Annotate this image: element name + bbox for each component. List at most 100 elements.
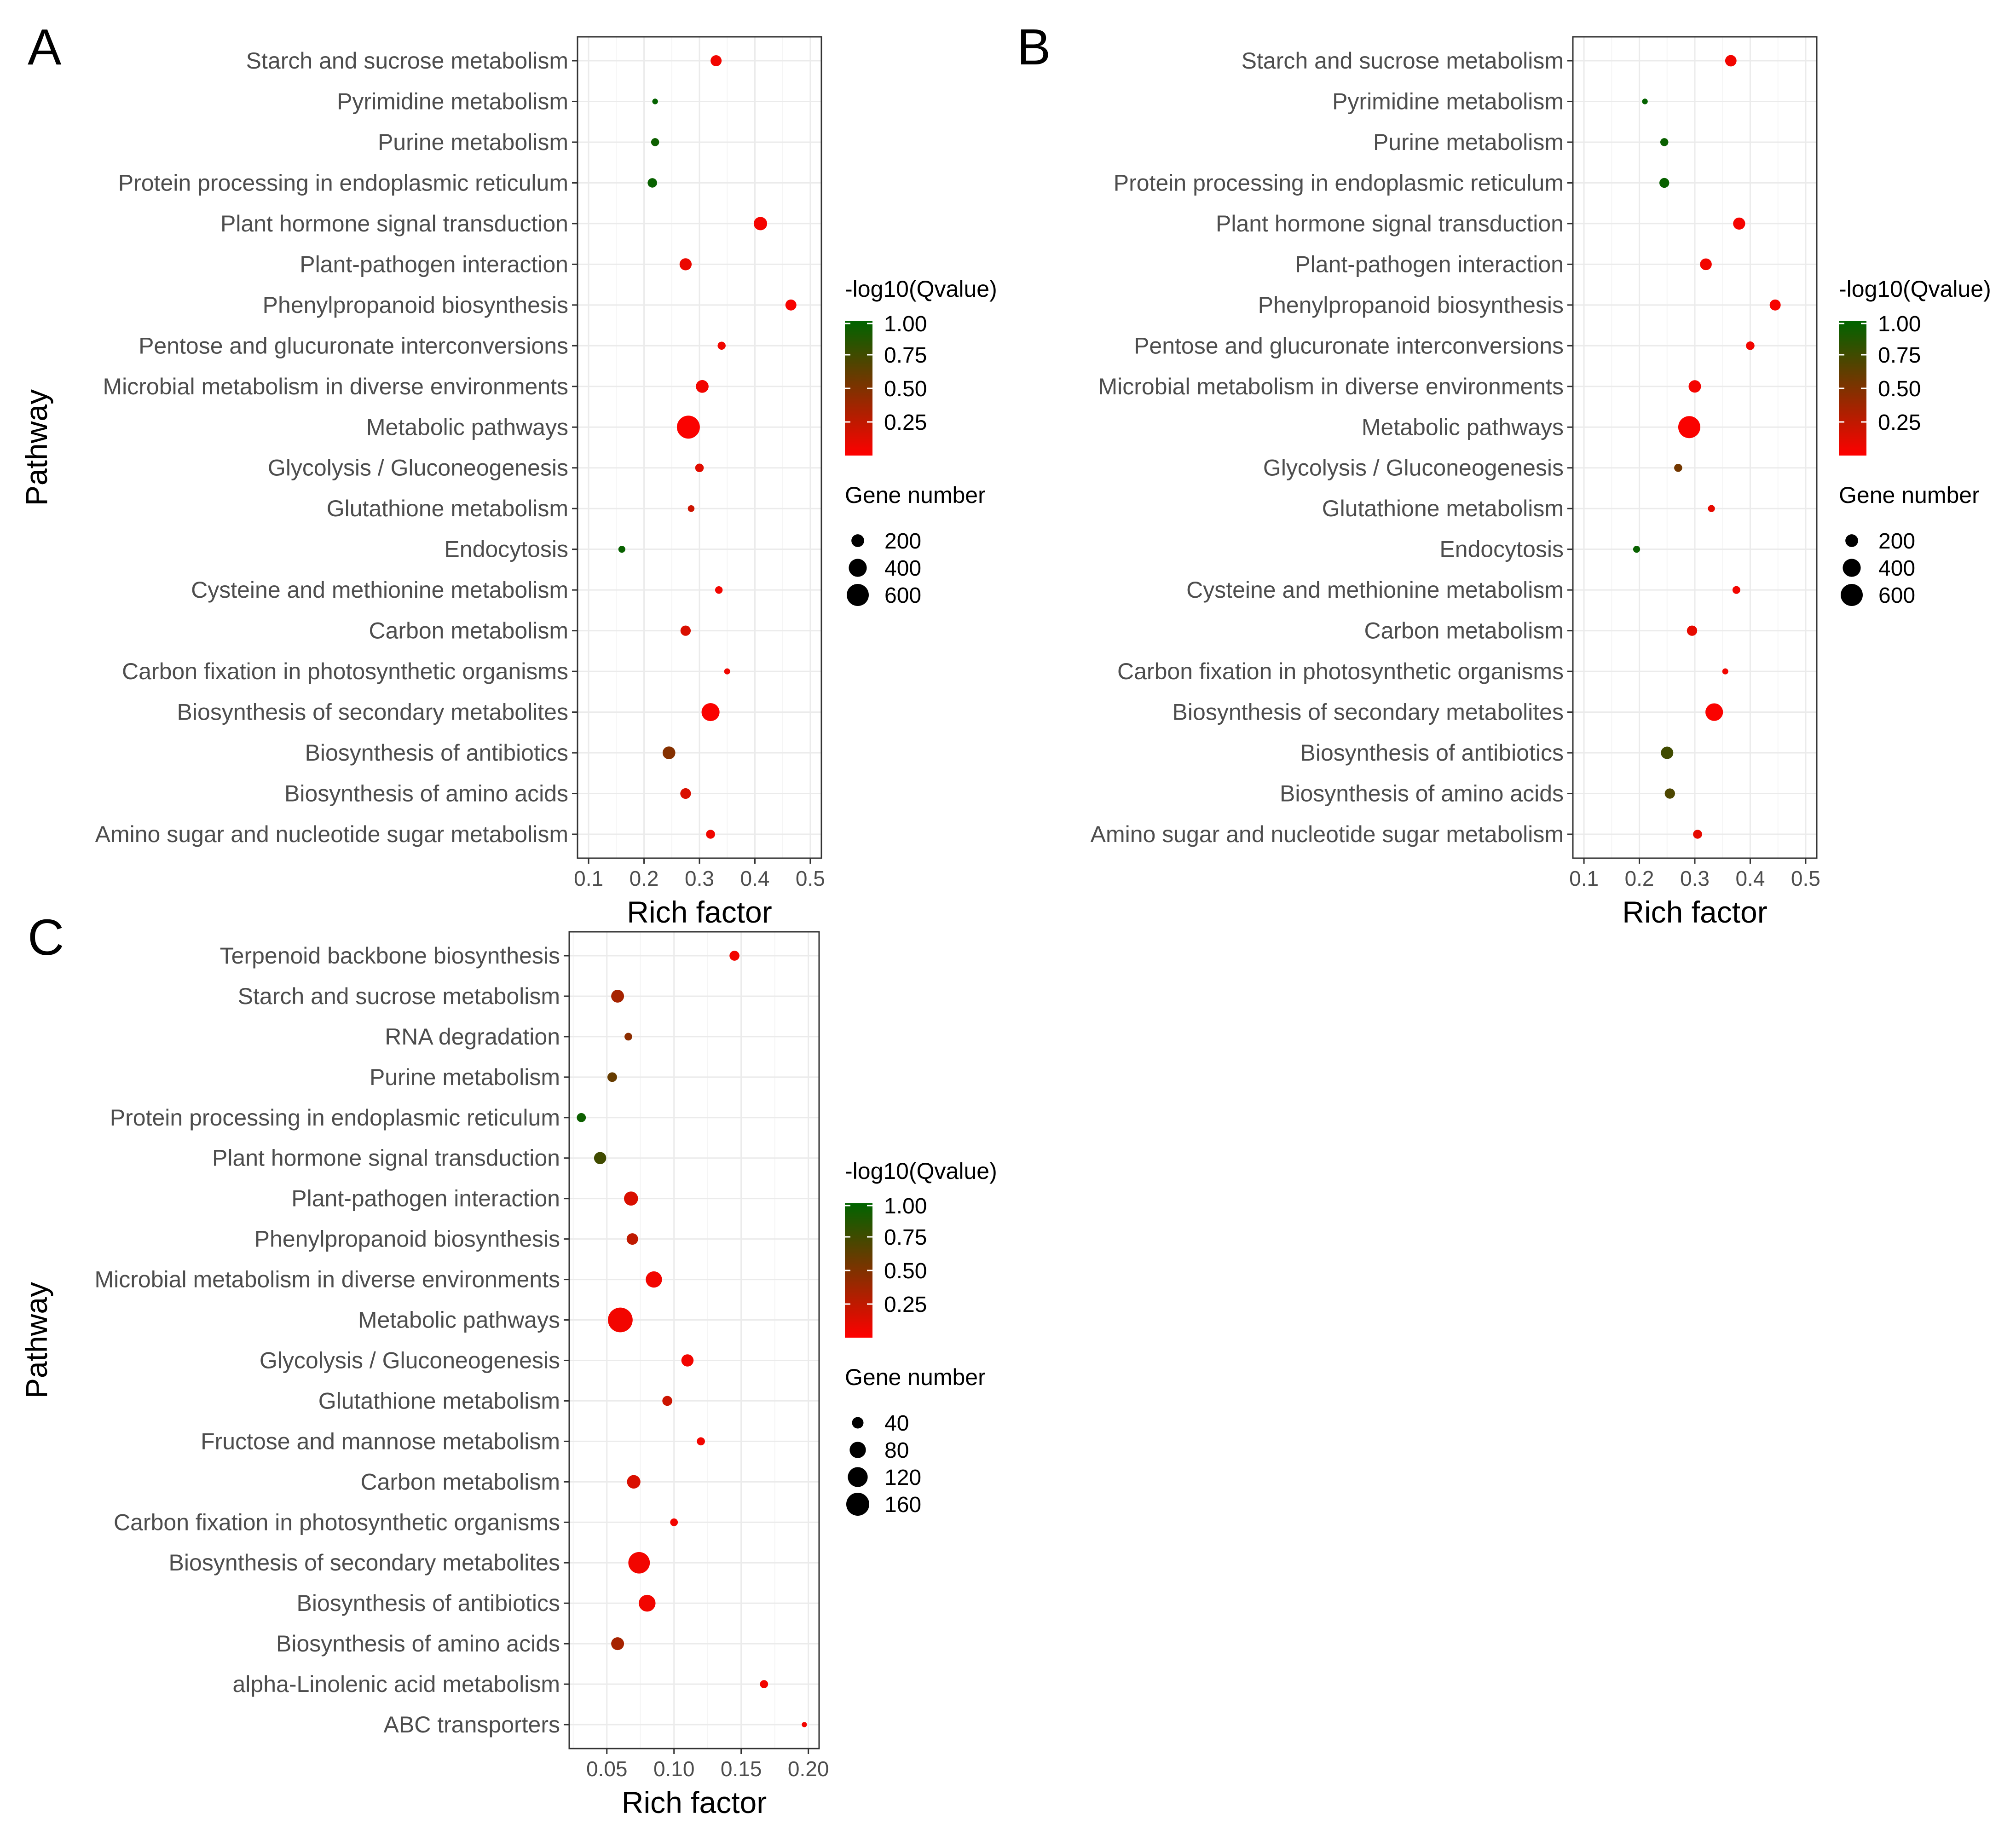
data-point (1769, 299, 1781, 311)
size-legend-label: 80 (884, 1438, 909, 1463)
y-tick-label: Carbon fixation in photosynthetic organi… (122, 658, 568, 684)
size-legend-label: 160 (884, 1493, 921, 1517)
y-tick-label: Purine metabolism (370, 1064, 560, 1090)
color-legend-title: -log10(Qvalue) (845, 276, 997, 302)
y-tick-label: Biosynthesis of antibiotics (305, 740, 568, 766)
data-point (626, 1233, 638, 1245)
y-tick-label: Phenylpropanoid biosynthesis (254, 1226, 560, 1252)
y-tick-label: Biosynthesis of secondary metabolites (1173, 699, 1564, 725)
data-point (1674, 463, 1682, 472)
data-point (607, 1072, 617, 1082)
y-tick-label: Purine metabolism (1373, 129, 1564, 155)
data-point (611, 989, 624, 1003)
panel-c: C Terpenoid backbone biosynthesis Starch a… (19, 909, 997, 1819)
x-tick-label: 0.05 (586, 1757, 628, 1781)
data-point (624, 1191, 638, 1206)
colorbar-label: 0.50 (884, 377, 927, 401)
x-tick-label: 0.20 (788, 1757, 829, 1781)
size-legend-key (1845, 534, 1858, 547)
size-legend-label: 600 (884, 583, 921, 608)
data-point (1693, 830, 1702, 839)
y-tick-label: Glutathione metabolism (1322, 496, 1564, 521)
colorbar-label: 0.75 (1878, 343, 1921, 368)
data-point (724, 668, 730, 675)
colorbar-label: 0.50 (884, 1259, 927, 1283)
y-tick-label: Carbon metabolism (360, 1469, 560, 1495)
y-tick-label: Protein processing in endoplasmic reticu… (110, 1105, 560, 1131)
colorbar-label: 0.25 (884, 1293, 927, 1317)
data-point (1660, 138, 1669, 146)
panel-b: B Starch and sucrose metabolism Pyrimidine… (19, 19, 1991, 929)
data-point (802, 1722, 807, 1727)
size-legend-label: 600 (1878, 583, 1915, 608)
size-legend-label: 400 (884, 556, 921, 581)
data-point (594, 1152, 607, 1164)
x-tick-label: 0.5 (796, 866, 825, 890)
x-axis-title: Rich factor (1622, 895, 1767, 929)
panel-letter: A (28, 19, 62, 75)
y-tick-label: Carbon metabolism (1364, 618, 1564, 644)
color-legend: -log10(Qvalue) 1.00 0.75 0.50 0.25 (1839, 276, 1991, 456)
x-tick-label: 0.5 (1791, 866, 1820, 890)
y-tick-label: Starch and sucrose metabolism (246, 48, 568, 74)
size-legend-label: 400 (1878, 556, 1915, 581)
data-point (696, 380, 709, 393)
y-tick-label: Fructose and mannose metabolism (201, 1428, 560, 1454)
colorbar-label: 1.00 (884, 312, 927, 336)
data-point (652, 98, 658, 104)
data-point (1733, 217, 1745, 230)
data-point (681, 1354, 694, 1367)
colorbar-label: 1.00 (1878, 312, 1921, 336)
data-point (608, 1307, 633, 1333)
colorbar-label: 0.25 (884, 410, 927, 435)
size-legend-label: 120 (884, 1466, 921, 1490)
y-tick-label: Protein processing in endoplasmic reticu… (118, 170, 568, 196)
y-tick-label: Glycolysis / Gluconeogenesis (268, 455, 568, 481)
x-tick-label: 0.2 (630, 866, 659, 890)
data-point (695, 463, 704, 473)
data-point (1688, 380, 1701, 393)
y-tick-label: Purine metabolism (378, 129, 568, 155)
size-legend-key (847, 584, 869, 606)
y-tick-label: Phenylpropanoid biosynthesis (1258, 292, 1564, 318)
data-point (1664, 788, 1675, 799)
size-legend-label: 200 (1878, 529, 1915, 554)
y-tick-label: Endocytosis (1439, 537, 1564, 562)
grid (569, 932, 819, 1749)
y-tick-label: Metabolic pathways (366, 414, 568, 440)
y-tick-label: Glycolysis / Gluconeogenesis (260, 1347, 560, 1373)
x-axis-title: Rich factor (627, 895, 772, 929)
colorbar-label: 0.75 (884, 1225, 927, 1250)
data-point (1678, 416, 1700, 439)
y-tick-label: Plant hormone signal transduction (1216, 211, 1564, 237)
data-point (753, 217, 768, 231)
y-tick-label: Pyrimidine metabolism (1332, 88, 1564, 114)
colorbar-label: 0.75 (884, 343, 927, 368)
data-point (717, 341, 726, 350)
data-point (611, 1637, 624, 1651)
data-point (679, 258, 692, 271)
size-legend-key (852, 1417, 864, 1429)
panel-letter: B (1017, 19, 1051, 75)
data-point (760, 1680, 768, 1688)
size-legend-title: Gene number (1839, 482, 1980, 508)
data-point (627, 1475, 641, 1489)
data-point (1705, 703, 1723, 721)
size-legend-key (851, 534, 864, 547)
size-legend-key (846, 1493, 869, 1516)
data-point (1722, 668, 1728, 675)
colorbar-label: 0.50 (1878, 377, 1921, 401)
y-tick-label: Microbial metabolism in diverse environm… (95, 1267, 560, 1293)
data-point (715, 586, 723, 594)
y-tick-label: Plant-pathogen interaction (300, 251, 568, 277)
y-tick-label: Plant-pathogen interaction (291, 1186, 560, 1212)
y-tick-label: Cysteine and methionine metabolism (1186, 577, 1564, 603)
data-point (628, 1552, 650, 1574)
y-axis-title: Pathway (19, 389, 53, 506)
size-legend-key (849, 559, 867, 577)
data-point (680, 625, 691, 636)
color-legend: -log10(Qvalue) 1.00 0.75 0.50 0.25 (845, 1158, 997, 1338)
data-point (1700, 258, 1712, 271)
